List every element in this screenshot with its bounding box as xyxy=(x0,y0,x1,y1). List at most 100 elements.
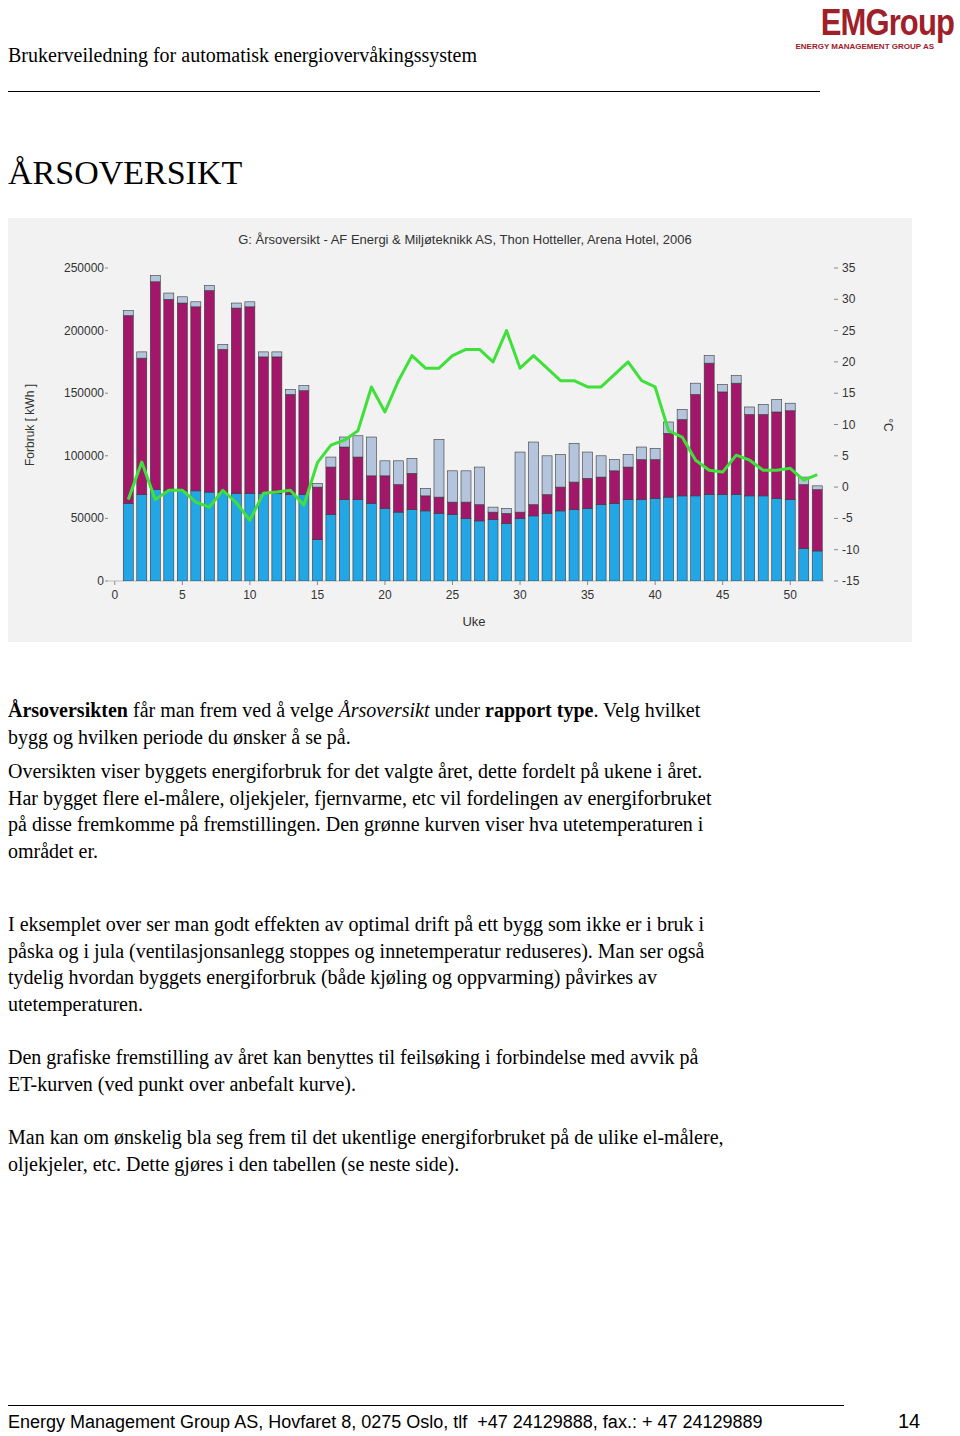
bar-segment xyxy=(515,518,525,581)
y2-tick-label: -5 xyxy=(842,511,853,525)
y-tick-label: 150000 xyxy=(64,386,104,400)
text-run: rapport type xyxy=(485,699,593,721)
paragraph-line: Årsoversikten får man frem ved å velge Å… xyxy=(8,697,700,723)
chart-title: G: Årsoversikt - AF Energi & Miljøteknik… xyxy=(238,232,692,247)
bar-segment xyxy=(258,352,268,357)
bar-segment xyxy=(799,548,809,581)
bar-segment xyxy=(542,513,552,581)
y2-tick xyxy=(834,581,838,582)
bar-segment xyxy=(366,437,376,476)
bar-segment xyxy=(718,384,728,392)
bar-segment xyxy=(556,455,566,488)
bar-segment xyxy=(312,483,322,487)
temperature-line xyxy=(128,331,817,521)
bar-segment xyxy=(245,493,255,581)
bar-segment xyxy=(353,500,363,581)
y2-tick-label: 5 xyxy=(842,449,849,463)
bar-segment xyxy=(299,391,309,495)
bar-segment xyxy=(772,412,782,498)
bar-segment xyxy=(731,495,741,581)
bar-segment xyxy=(610,460,620,471)
bar-segment xyxy=(285,394,295,494)
bar-segment xyxy=(204,286,214,291)
y2-tick-label: 10 xyxy=(842,418,856,432)
text-run: får man frem ved å velge xyxy=(128,699,338,721)
text-run: Årsoversikt xyxy=(338,699,429,721)
x-tick xyxy=(249,581,250,585)
bar-segment xyxy=(447,515,457,581)
y2-tick xyxy=(834,393,838,394)
paragraph-line: Man kan om ønskelig bla seg frem til det… xyxy=(8,1124,724,1150)
bar-segment xyxy=(785,403,795,411)
bar-segment xyxy=(812,486,822,490)
bar-segment xyxy=(191,302,201,307)
x-tick-label: 5 xyxy=(179,588,186,602)
y-tick-label: 200000 xyxy=(64,324,104,338)
y2-tick-label: 25 xyxy=(842,324,856,338)
chart-background xyxy=(8,218,912,642)
bar-segment xyxy=(583,508,593,581)
bar-segment xyxy=(339,447,349,500)
bar-segment xyxy=(596,456,606,477)
logo-subtitle: ENERGY MANAGEMENT GROUP AS xyxy=(795,42,934,52)
bar-segment xyxy=(542,456,552,495)
x-tick-label: 10 xyxy=(243,588,257,602)
bar-segment xyxy=(745,496,755,581)
footer-rule xyxy=(8,1405,844,1406)
bar-segment xyxy=(380,508,390,581)
paragraph-line: ET-kurven (ved punkt over anbefalt kurve… xyxy=(8,1071,356,1097)
bar-segment xyxy=(420,496,430,511)
bar-segment xyxy=(164,491,174,581)
y2-axis-label: °C xyxy=(881,418,895,432)
bar-segment xyxy=(393,485,403,513)
x-tick xyxy=(182,581,183,585)
y2-tick xyxy=(834,361,838,362)
y-tick xyxy=(105,455,108,456)
text-run: . Velg hvilket xyxy=(593,699,700,721)
bar-segment xyxy=(299,386,309,391)
bar-segment xyxy=(299,495,309,581)
bar-segment xyxy=(461,502,471,518)
y2-tick xyxy=(834,518,838,519)
bar-segment xyxy=(407,510,417,581)
y-axis-label: Forbruk [ kWh ] xyxy=(23,384,37,466)
paragraph-line: påska og i jula (ventilasjonsanlegg stop… xyxy=(8,938,704,964)
x-tick xyxy=(384,581,385,585)
chart: G: Årsoversikt - AF Energi & Miljøteknik… xyxy=(0,0,960,700)
bar-segment xyxy=(218,344,228,349)
bar-segment xyxy=(650,448,660,459)
y2-tick xyxy=(834,455,838,456)
bar-segment xyxy=(704,363,714,494)
bar-segment xyxy=(677,409,687,419)
bar-segment xyxy=(664,497,674,581)
bar-segment xyxy=(231,303,241,308)
bar-segment xyxy=(745,414,755,495)
bar-segment xyxy=(637,447,647,460)
footer-text: Energy Management Group AS, Hovfaret 8, … xyxy=(8,1411,763,1433)
bar-segment xyxy=(569,443,579,482)
bar-segment xyxy=(312,540,322,581)
bar-segment xyxy=(502,523,512,581)
bar-segment xyxy=(812,551,822,581)
bar-segment xyxy=(366,503,376,581)
y2-tick-label: -15 xyxy=(842,574,860,588)
x-tick-label: 35 xyxy=(581,588,595,602)
y-tick-label: 50000 xyxy=(71,511,105,525)
bar-segment xyxy=(326,457,336,467)
x-tick-label: 30 xyxy=(513,588,527,602)
bar-segment xyxy=(285,389,295,394)
bar-segment xyxy=(258,357,268,493)
bar-segment xyxy=(718,495,728,581)
y2-tick-label: 30 xyxy=(842,292,856,306)
bar-segment xyxy=(393,461,403,485)
bar-segment xyxy=(718,392,728,495)
bar-segment xyxy=(326,467,336,515)
bar-segment xyxy=(502,508,512,513)
bar-segment xyxy=(123,316,133,504)
bar-segment xyxy=(177,491,187,581)
y-tick xyxy=(105,268,108,269)
bar-segment xyxy=(650,460,660,499)
bar-segment xyxy=(218,492,228,581)
bar-segment xyxy=(380,461,390,476)
bar-segment xyxy=(583,478,593,508)
